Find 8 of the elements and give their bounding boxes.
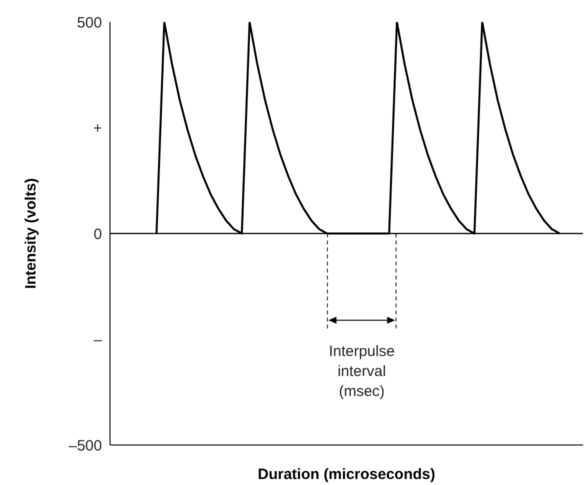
y-axis-title: Intensity (volts) bbox=[22, 178, 40, 289]
annotation: Interpulse interval (msec) bbox=[328, 343, 395, 400]
y-tick-label: – bbox=[94, 332, 103, 349]
y-tick-label: 500 bbox=[76, 14, 102, 32]
y-tick-label: 0 bbox=[94, 226, 102, 243]
y-tick-label: + bbox=[93, 120, 102, 138]
x-axis-title: Duration (microseconds) bbox=[258, 466, 436, 483]
y-tick-label: –500 bbox=[68, 437, 102, 454]
